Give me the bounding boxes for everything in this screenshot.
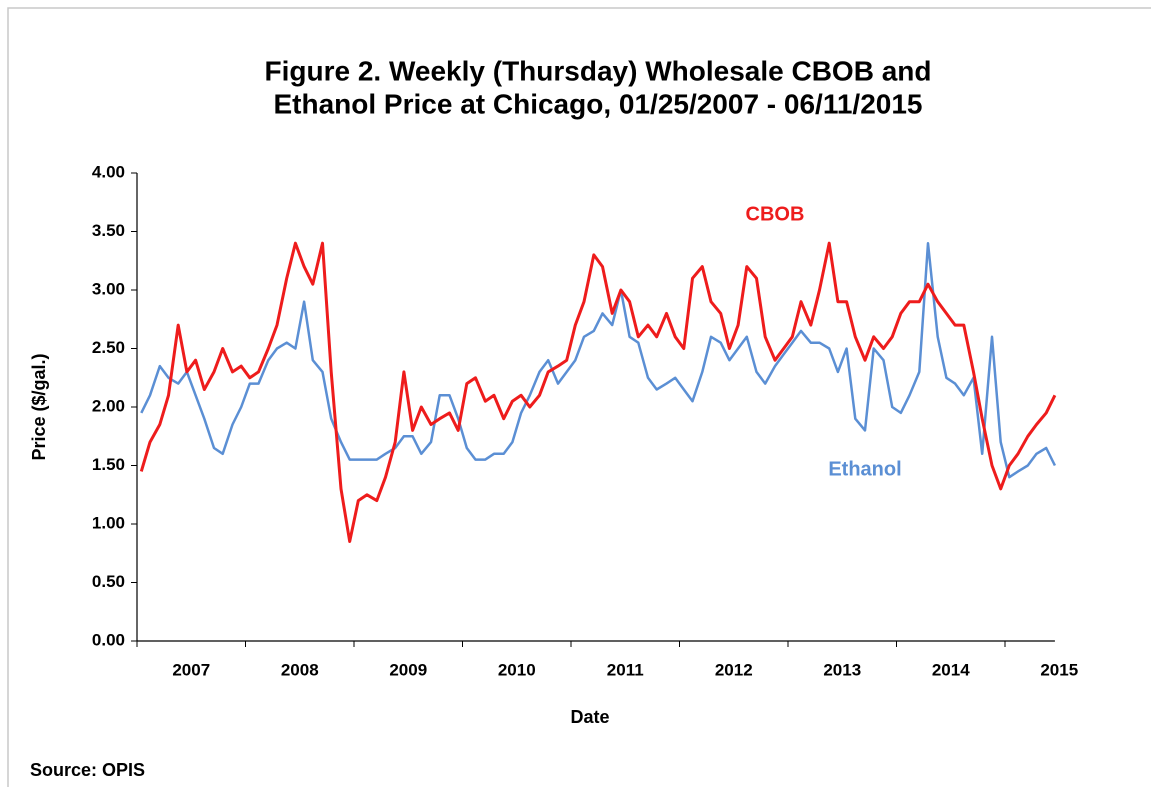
y-tick-label: 3.00 (92, 279, 125, 298)
series-label: CBOB (746, 203, 805, 225)
y-tick-label: 2.00 (92, 396, 125, 415)
x-tick-label: 2012 (715, 660, 753, 679)
series-label: Ethanol (828, 458, 901, 480)
x-axis-label: Date (570, 707, 609, 727)
x-tick-label: 2015 (1040, 660, 1078, 679)
x-tick-label: 2009 (389, 660, 427, 679)
x-tick-label: 2011 (607, 660, 644, 679)
y-tick-label: 0.00 (92, 630, 125, 649)
x-tick-label: 2014 (932, 660, 970, 679)
y-tick-label: 0.50 (92, 572, 125, 591)
y-tick-label: 1.00 (92, 513, 125, 532)
y-tick-label: 3.50 (92, 221, 125, 240)
x-tick-label: 2013 (823, 660, 861, 679)
y-tick-label: 2.50 (92, 338, 125, 357)
chart-border (7, 7, 1151, 787)
y-tick-label: 1.50 (92, 455, 125, 474)
chart-title: Ethanol Price at Chicago, 01/25/2007 - 0… (273, 88, 922, 119)
chart-title: Figure 2. Weekly (Thursday) Wholesale CB… (265, 55, 932, 86)
x-tick-label: 2008 (281, 660, 319, 679)
y-axis-label: Price ($/gal.) (29, 353, 49, 460)
x-tick-label: 2007 (172, 660, 210, 679)
x-tick-label: 2010 (498, 660, 536, 679)
source-note: Source: OPIS (30, 760, 145, 780)
series-line (140, 241, 1057, 479)
series-line (139, 241, 1057, 543)
y-tick-label: 4.00 (92, 162, 125, 181)
